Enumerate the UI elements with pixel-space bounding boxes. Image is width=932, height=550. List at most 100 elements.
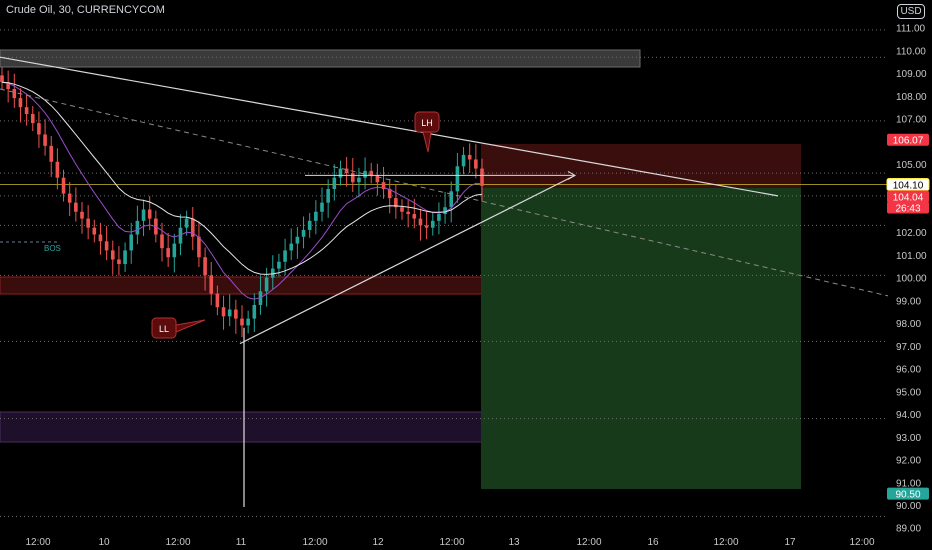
candle [110,250,115,260]
candle [430,220,435,228]
candle [332,177,337,190]
candle [6,82,10,90]
candle [338,168,343,178]
candle [117,259,121,265]
candle [449,191,454,208]
ma-slow-line [1,81,483,275]
candle [197,236,201,258]
candle [227,309,232,317]
candle [344,168,349,174]
candle [424,225,429,228]
candle [474,159,478,169]
x-tick-label: 12:00 [849,537,874,548]
candle [252,304,257,319]
price-tag [887,201,929,214]
y-tick-label: 94.00 [896,410,921,421]
candle [270,268,275,278]
y-tick-label: 93.00 [896,433,921,444]
bos-label: BOS [44,244,61,253]
candle [277,261,281,269]
y-tick-label: 100.00 [896,274,927,285]
x-tick-label: 16 [647,537,659,548]
candle [326,189,330,203]
candle [314,211,318,221]
candle [369,170,374,176]
candle [307,220,312,230]
candle [467,154,472,160]
candle [357,177,361,183]
candle [203,257,207,276]
candle [289,243,294,251]
candle [30,114,35,124]
candle [295,236,300,244]
x-tick-label: 12 [372,537,384,548]
candle [80,211,84,219]
price-tag-label: 90.50 [895,490,920,501]
candle [0,75,4,83]
y-tick-label: 99.00 [896,296,921,307]
candle [412,214,417,219]
candle [98,234,103,242]
ma-fast-line [1,81,483,300]
y-tick-label: 108.00 [896,92,927,103]
y-tick-label: 105.00 [896,160,927,171]
price-tag-label: 26:43 [895,203,920,214]
candle [350,173,355,183]
candle [406,211,410,215]
candle [221,307,226,317]
candle [104,241,109,251]
candle [141,209,146,221]
y-tick-label: 102.00 [896,228,927,239]
descending-trendline [0,56,779,197]
candle [166,248,170,258]
price-tag-label: 104.04 [893,192,924,203]
candle [43,134,47,146]
candle [215,293,220,308]
x-tick-label: 12:00 [25,537,50,548]
x-tick-label: 12:00 [439,537,464,548]
candle [394,198,398,208]
candle [387,189,392,199]
y-tick-label: 95.00 [896,387,921,398]
candle [92,227,97,235]
candle [74,202,78,212]
candle [455,166,460,192]
candle [49,145,54,162]
y-tick-label: 91.00 [896,478,921,489]
candle [320,202,324,212]
x-tick-label: 12:00 [302,537,327,548]
candle [480,168,484,186]
candle [129,234,134,251]
ray-arrowhead [567,170,577,180]
currency-button[interactable]: USD [897,4,925,19]
y-tick-label: 97.00 [896,342,921,353]
candle [67,193,72,203]
candle [86,218,90,228]
y-tick-label: 109.00 [896,69,927,80]
candle [437,214,441,221]
dashed-trendline [0,88,889,297]
take-profit-zone [481,188,801,489]
x-tick-label: 11 [236,537,247,548]
y-tick-label: 110.00 [896,46,926,57]
candle [12,89,17,99]
supply-zone-top [0,49,641,68]
candle [264,277,269,292]
price-tag-label: 106.07 [893,136,924,147]
y-tick-label: 107.00 [896,115,927,126]
y-tick-label: 98.00 [896,319,921,330]
candle [24,107,29,115]
candle [301,229,306,237]
candle [400,207,404,212]
candle [375,175,380,183]
resistance-zone [0,276,484,295]
chart-title: Crude Oil, 30, CURRENCYCOM [6,4,165,16]
y-tick-label: 92.00 [896,456,921,467]
candle [160,234,164,249]
candle [418,218,423,226]
ascending-trendline [239,174,576,345]
lower-high-callout-pointer [422,131,432,153]
y-tick-label: 89.00 [896,524,921,535]
y-tick-label: 90.00 [896,501,921,512]
